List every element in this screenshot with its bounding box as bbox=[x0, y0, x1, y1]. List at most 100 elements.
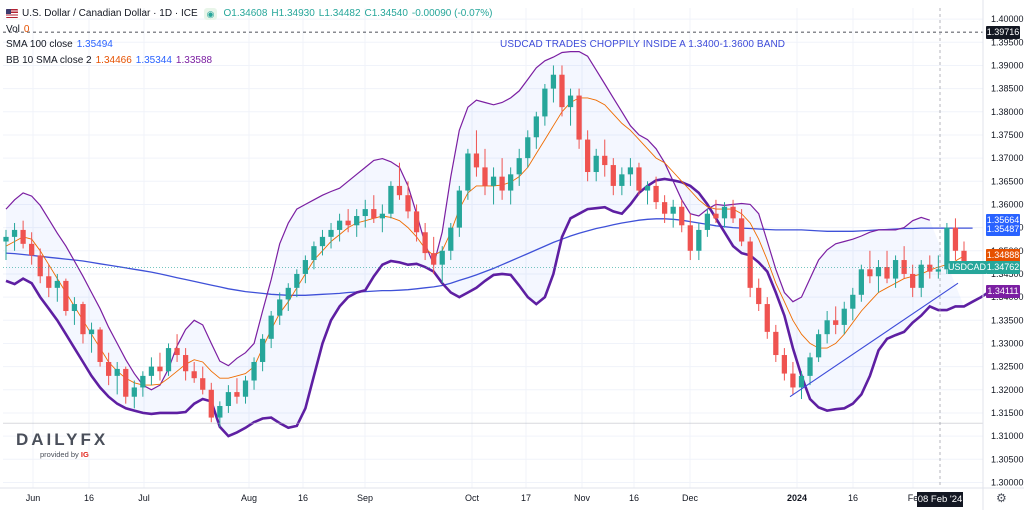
candle-body bbox=[593, 155, 599, 173]
candle-body bbox=[345, 220, 351, 226]
candle-body bbox=[644, 185, 651, 191]
candle-body bbox=[704, 213, 711, 230]
candle-body bbox=[71, 304, 78, 312]
candle-body bbox=[148, 366, 155, 376]
logo-provided-by: provided by IG bbox=[40, 450, 108, 459]
candle-body bbox=[773, 331, 779, 356]
time-tick-label: 16 bbox=[298, 493, 308, 503]
price-tick-label: 1.33500 bbox=[991, 315, 1024, 325]
price-tick-label: 1.31500 bbox=[991, 408, 1024, 418]
candle-body bbox=[354, 216, 360, 226]
candle-body bbox=[798, 375, 805, 388]
price-tick-label: 1.37500 bbox=[991, 130, 1024, 140]
candle-body bbox=[576, 95, 582, 140]
candle-body bbox=[713, 213, 719, 219]
candle-body bbox=[901, 260, 907, 274]
legend-bb-row[interactable]: BB 10 SMA close 2 1.34466 1.35344 1.3358… bbox=[6, 53, 493, 69]
candle-body bbox=[456, 190, 462, 228]
time-tick-label: Nov bbox=[574, 493, 591, 503]
eye-icon[interactable]: ◉ bbox=[203, 7, 218, 20]
price-tick-label: 1.36000 bbox=[991, 199, 1024, 209]
candles-group bbox=[3, 65, 967, 427]
bollinger-band-fill bbox=[6, 51, 964, 437]
candle-body bbox=[11, 229, 18, 237]
bb-label: BB 10 SMA close 2 bbox=[6, 54, 92, 66]
time-tick-label: Aug bbox=[241, 493, 257, 503]
candle-body bbox=[661, 202, 668, 214]
time-tick-label: 2024 bbox=[787, 493, 807, 503]
candle-body bbox=[867, 269, 873, 277]
candle-body bbox=[567, 95, 574, 108]
candle-body bbox=[585, 139, 591, 173]
price-tick-label: 1.33000 bbox=[991, 338, 1024, 348]
price-tick-label: 1.37000 bbox=[991, 153, 1024, 163]
candle-body bbox=[824, 320, 830, 335]
settings-gear-icon[interactable]: ⚙ bbox=[996, 491, 1007, 505]
time-tick-label: 16 bbox=[629, 493, 639, 503]
candle-body bbox=[730, 206, 736, 219]
time-tick-label: 16 bbox=[848, 493, 858, 503]
time-tick-label: Fe bbox=[908, 493, 919, 503]
candle-body bbox=[696, 229, 702, 251]
ohlc-close: C1.34540 bbox=[364, 8, 408, 19]
sma100-line bbox=[5, 218, 973, 296]
candle-body bbox=[277, 299, 283, 316]
price-tick-label: 1.38500 bbox=[991, 84, 1024, 94]
legend-title-row: U.S. Dollar / Canadian Dollar · 1D · ICE… bbox=[6, 6, 493, 22]
time-tick-label: Sep bbox=[357, 493, 373, 503]
ohlc-open: O1.34608 bbox=[223, 8, 268, 19]
price-tick-label: 1.39000 bbox=[991, 60, 1024, 70]
candle-body bbox=[37, 255, 43, 277]
legend-sma-row[interactable]: SMA 100 close 1.35494 bbox=[6, 37, 493, 53]
chart-annotation: USDCAD TRADES CHOPPILY INSIDE A 1.3400-1… bbox=[500, 39, 786, 50]
candle-body bbox=[747, 241, 753, 288]
logo-provided-text: provided by bbox=[40, 450, 79, 459]
candle-body bbox=[833, 320, 839, 325]
candle-body bbox=[482, 167, 488, 186]
candle-body bbox=[294, 273, 300, 288]
ohlc-low: L1.34482 bbox=[318, 8, 361, 19]
crosshair-date-label: 08 Feb '24 bbox=[917, 492, 963, 507]
ohlc-change: -0.00090 (-0.07%) bbox=[411, 8, 493, 19]
candle-body bbox=[439, 250, 445, 265]
candle-body bbox=[756, 287, 762, 305]
candle-body bbox=[542, 88, 548, 117]
logo-brand: IG bbox=[80, 450, 89, 459]
candle-body bbox=[54, 280, 60, 288]
candle-body bbox=[653, 185, 659, 203]
candle-body bbox=[619, 174, 625, 186]
bb-basis-value: 1.34466 bbox=[95, 54, 132, 66]
time-tick-label: 16 bbox=[84, 493, 94, 503]
candle-body bbox=[807, 357, 813, 376]
price-tag: 1.34762 bbox=[986, 260, 1020, 274]
symbol-title[interactable]: U.S. Dollar / Canadian Dollar · 1D · ICE bbox=[22, 8, 198, 19]
candle-body bbox=[687, 225, 693, 251]
candle-body bbox=[234, 392, 240, 397]
candle-body bbox=[200, 378, 206, 390]
candle-body bbox=[157, 366, 163, 372]
candle-body bbox=[892, 260, 899, 279]
ohlc-high: H1.34930 bbox=[271, 8, 315, 19]
candle-body bbox=[627, 167, 634, 175]
chart-legend: U.S. Dollar / Canadian Dollar · 1D · ICE… bbox=[6, 6, 493, 68]
legend-volume-row[interactable]: Vol 0 bbox=[6, 22, 493, 38]
candle-body bbox=[910, 273, 916, 288]
price-tag: 1.39716 bbox=[986, 25, 1020, 39]
candle-body bbox=[815, 334, 822, 358]
candle-body bbox=[396, 185, 403, 196]
candle-body bbox=[174, 348, 180, 356]
price-tick-label: 1.30000 bbox=[991, 477, 1024, 487]
time-tick-label: Oct bbox=[465, 493, 480, 503]
candle-body bbox=[850, 294, 856, 309]
candle-body bbox=[311, 246, 317, 261]
candle-body bbox=[259, 338, 266, 362]
candle-body bbox=[499, 176, 505, 191]
candle-body bbox=[379, 213, 385, 219]
candle-body bbox=[328, 229, 334, 237]
dailyfx-logo: DAILYFX provided by IG bbox=[16, 430, 108, 459]
candle-body bbox=[841, 308, 847, 325]
bollinger-upper-line bbox=[5, 50, 930, 391]
candle-body bbox=[738, 218, 745, 242]
price-tag: 1.34111 bbox=[986, 285, 1020, 299]
